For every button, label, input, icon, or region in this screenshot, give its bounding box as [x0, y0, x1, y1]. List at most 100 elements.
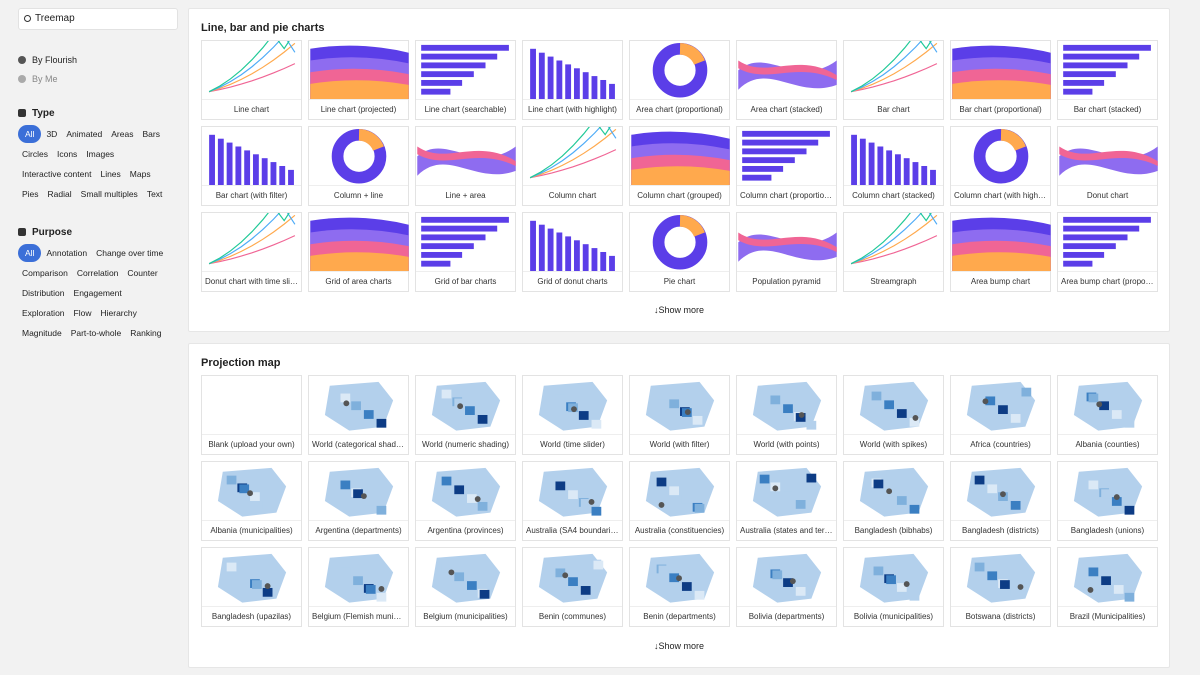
filter-pill[interactable]: Distribution	[22, 288, 65, 298]
filter-pill[interactable]: Radial	[47, 189, 72, 199]
template-tile[interactable]: Donut chart	[1057, 126, 1158, 206]
thumbnail-shape	[1063, 216, 1151, 223]
template-tile[interactable]: Donut chart with time slider	[201, 212, 302, 292]
filter-pill[interactable]: Maps	[129, 169, 151, 179]
filter-pill[interactable]: All	[18, 125, 42, 143]
thumbnail-shape	[454, 398, 465, 408]
thumbnail-shape	[441, 563, 452, 573]
template-tile[interactable]: Line chart (with highlight)	[522, 40, 623, 120]
template-tile[interactable]: Australia (states and territories)	[736, 461, 837, 541]
filter-pill[interactable]: Part-to-whole	[70, 328, 122, 338]
owner-filter[interactable]: By Me	[18, 74, 178, 84]
template-tile[interactable]: Albania (counties)	[1057, 375, 1158, 455]
thumbnail-shape	[580, 586, 591, 595]
template-tile[interactable]: Column chart (proportional)	[736, 126, 837, 206]
show-more[interactable]: Show more	[189, 305, 1169, 315]
template-tile[interactable]: World (with spikes)	[843, 375, 944, 455]
filter-pill[interactable]: Ranking	[130, 328, 162, 338]
template-tile[interactable]: Line + area	[415, 126, 516, 206]
template-tile[interactable]: Bar chart (with filter)	[201, 126, 302, 206]
filter-pill[interactable]: Exploration	[22, 308, 65, 318]
thumbnail	[645, 553, 715, 603]
template-section: Line, bar and pie charts Line chart Line c…	[188, 8, 1170, 332]
filter-pill[interactable]: All	[18, 244, 42, 262]
template-tile[interactable]: Column chart (with highlight)	[950, 126, 1051, 206]
filter-pill[interactable]: Icons	[56, 149, 78, 159]
template-tile[interactable]: World (with filter)	[629, 375, 730, 455]
owner-filter[interactable]: By Flourish	[18, 55, 178, 65]
filter-pill[interactable]: Areas	[111, 129, 134, 139]
template-tile[interactable]: Pie chart	[629, 212, 730, 292]
filter-pill[interactable]: Animated	[66, 129, 103, 139]
template-tile[interactable]: World (numeric shading)	[415, 375, 516, 455]
filter-pill[interactable]: Images	[86, 149, 115, 159]
filter-pill[interactable]: Flow	[73, 308, 92, 318]
template-tile[interactable]: Blank (upload your own)	[201, 375, 302, 455]
template-tile[interactable]: Belgium (Flemish municipalities)	[308, 547, 409, 627]
template-tile[interactable]: Grid of donut charts	[522, 212, 623, 292]
template-tile[interactable]: Brazil (Municipalities)	[1057, 547, 1158, 627]
filter-pill[interactable]: Correlation	[76, 268, 119, 278]
filter-pill[interactable]: Change over time	[96, 248, 164, 258]
template-tile[interactable]: Albania (municipalities)	[201, 461, 302, 541]
show-more[interactable]: Show more	[189, 641, 1169, 651]
template-tile[interactable]: Argentina (provinces)	[415, 461, 516, 541]
filter-pill[interactable]: Text	[146, 189, 163, 199]
template-tile[interactable]: Area chart (proportional)	[629, 40, 730, 120]
template-tile[interactable]: Column chart (stacked)	[843, 126, 944, 206]
template-tile[interactable]: World (with points)	[736, 375, 837, 455]
thumbnail	[431, 553, 501, 603]
template-tile[interactable]: Bangladesh (districts)	[950, 461, 1051, 541]
template-tile[interactable]: Bar chart (proportional)	[950, 40, 1051, 120]
template-tile[interactable]: Line chart (projected)	[308, 40, 409, 120]
template-tile[interactable]: Grid of area charts	[308, 212, 409, 292]
template-tile[interactable]: Bar chart (stacked)	[1057, 40, 1158, 120]
template-tile[interactable]: Grid of bar charts	[415, 212, 516, 292]
template-tile[interactable]: Column chart (grouped)	[629, 126, 730, 206]
filter-title: Type	[18, 108, 178, 119]
search-box[interactable]: Treemap	[18, 8, 178, 30]
filter-pill[interactable]: Magnitude	[22, 328, 62, 338]
template-tile[interactable]: Argentina (departments)	[308, 461, 409, 541]
filter-pill[interactable]: Interactive content	[22, 169, 92, 179]
filter-pill[interactable]: Counter	[127, 268, 158, 278]
filter-pill[interactable]: Comparison	[22, 268, 68, 278]
filter-pill[interactable]: Small multiples	[80, 189, 138, 199]
filter-pill[interactable]: Circles	[22, 149, 48, 159]
template-tile[interactable]: Column + line	[308, 126, 409, 206]
template-tile[interactable]: Bangladesh (unions)	[1057, 461, 1158, 541]
filter-pill[interactable]: Annotation	[46, 248, 88, 258]
show-more-text[interactable]: Show more	[654, 305, 704, 315]
filter-pill[interactable]: Pies	[22, 189, 39, 199]
filter-pill[interactable]: Lines	[100, 169, 121, 179]
template-tile[interactable]: Belgium (municipalities)	[415, 547, 516, 627]
filter-pill[interactable]: 3D	[46, 129, 58, 139]
template-tile[interactable]: Bangladesh (bibhabs)	[843, 461, 944, 541]
show-more-text[interactable]: Show more	[654, 641, 704, 651]
template-tile[interactable]: Australia (SA4 boundaries)	[522, 461, 623, 541]
template-tile[interactable]: Area bump chart	[950, 212, 1051, 292]
template-tile[interactable]: Bar chart	[843, 40, 944, 120]
filter-pill[interactable]: Hierarchy	[100, 308, 137, 318]
template-name: World (with points)	[737, 434, 836, 454]
template-tile[interactable]: Bolivia (departments)	[736, 547, 837, 627]
template-tile[interactable]: Benin (departments)	[629, 547, 730, 627]
template-tile[interactable]: Column chart	[522, 126, 623, 206]
template-tile[interactable]: Streamgraph	[843, 212, 944, 292]
template-tile[interactable]: Bangladesh (upazilas)	[201, 547, 302, 627]
template-tile[interactable]: Area chart (stacked)	[736, 40, 837, 120]
template-tile[interactable]: Benin (communes)	[522, 547, 623, 627]
template-tile[interactable]: World (time slider)	[522, 375, 623, 455]
template-tile[interactable]: Africa (countries)	[950, 375, 1051, 455]
template-tile[interactable]: Bolivia (municipalities)	[843, 547, 944, 627]
template-tile[interactable]: Australia (constituencies)	[629, 461, 730, 541]
template-tile[interactable]: Line chart (searchable)	[415, 40, 516, 120]
template-tile[interactable]: Area bump chart (proportional)	[1057, 212, 1158, 292]
template-tile[interactable]: World (categorical shading)	[308, 375, 409, 455]
template-tile[interactable]: Population pyramid	[736, 212, 837, 292]
template-tile[interactable]: Line chart	[201, 40, 302, 120]
thumbnail-shape	[431, 467, 501, 517]
filter-pill[interactable]: Bars	[142, 129, 160, 139]
template-tile[interactable]: Botswana (districts)	[950, 547, 1051, 627]
filter-pill[interactable]: Engagement	[73, 288, 122, 298]
